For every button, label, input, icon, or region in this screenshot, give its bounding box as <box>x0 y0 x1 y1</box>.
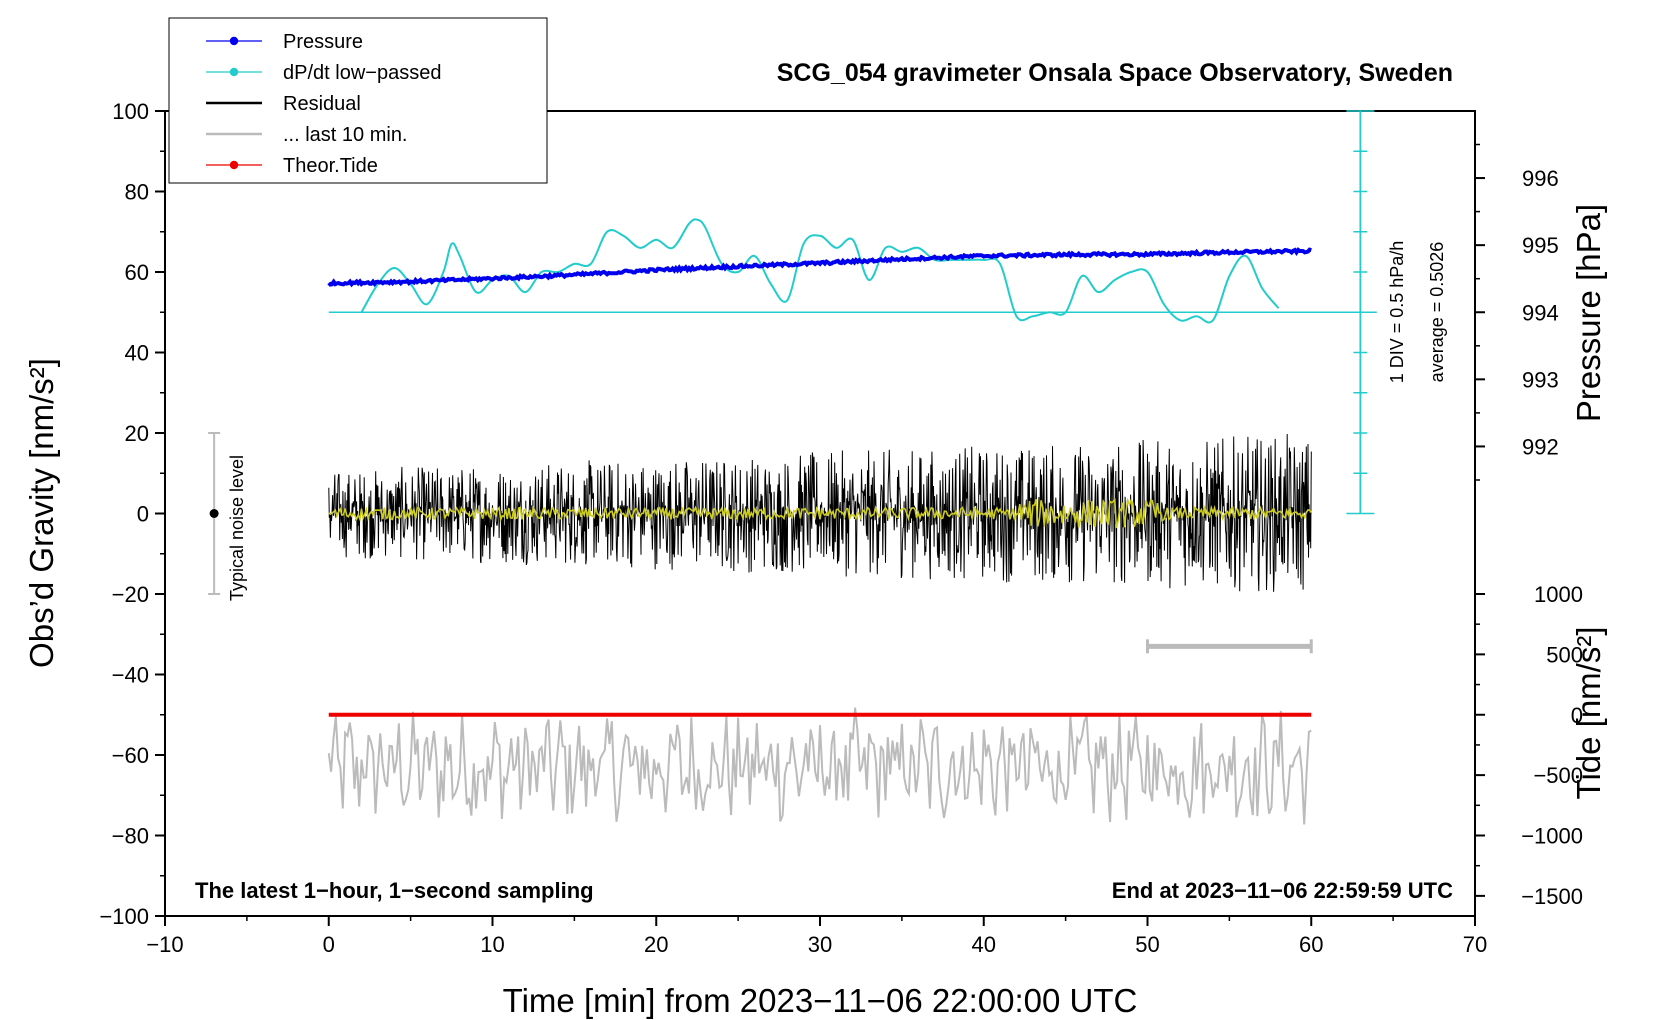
x-tick-label: 50 <box>1135 932 1159 957</box>
pressure-line <box>327 247 1312 288</box>
x-tick-label: −10 <box>146 932 183 957</box>
y-left-tick-label: 60 <box>125 260 149 285</box>
x-tick-label: 10 <box>480 932 504 957</box>
x-tick-label: 70 <box>1463 932 1487 957</box>
x-tick-label: 0 <box>323 932 335 957</box>
footer-right-label: End at 2023−11−06 22:59:59 UTC <box>1112 878 1453 903</box>
residual-lowpass-line <box>328 497 1312 529</box>
noise-level-bar <box>208 432 221 595</box>
pressure-axis-ticks: 992 993 994 995 996 <box>1475 143 1559 481</box>
legend-marker <box>229 36 239 46</box>
tide-axis-ticks: −1500 −1000 −500 0 500 1000 <box>1475 582 1583 909</box>
y-left-tick-label: −60 <box>112 743 149 768</box>
legend-label: Theor.Tide <box>283 155 378 177</box>
y-left-tick-label: −20 <box>112 582 149 607</box>
residual-line <box>328 433 1312 592</box>
pressure-tick-label: 995 <box>1522 233 1559 258</box>
x-tick-label: 60 <box>1299 932 1323 957</box>
tide-tick-label: 0 <box>1571 703 1583 728</box>
legend-marker <box>229 160 239 170</box>
tide-tick-label: 1000 <box>1534 582 1583 607</box>
chart-title: SCG_054 gravimeter Onsala Space Observat… <box>777 59 1453 87</box>
pressure-tick-label: 993 <box>1522 367 1559 392</box>
x-tick-label: 20 <box>644 932 668 957</box>
y-left-tick-label: −100 <box>99 904 149 929</box>
x-axis-ticks: −10 0 10 20 30 40 50 60 70 <box>146 916 1487 957</box>
y-left-axis-ticks: −100 −80 −60 −40 −20 0 20 40 60 80 100 <box>99 99 165 929</box>
y-left-tick-label: 0 <box>137 502 149 527</box>
legend-box <box>168 17 548 184</box>
dpdt-line <box>360 218 1280 324</box>
legend-label: Pressure <box>283 31 363 53</box>
y-left-tick-label: 20 <box>125 421 149 446</box>
ten-minute-scale-bar <box>1146 639 1313 654</box>
x-axis-title: Time [min] from 2023−11−06 22:00:00 UTC <box>503 982 1138 1019</box>
y-left-tick-label: 100 <box>112 99 149 124</box>
y-left-tick-label: −40 <box>112 663 149 688</box>
pressure-tick-label: 996 <box>1522 166 1559 191</box>
noise-level-label: Typical noise level <box>227 455 247 601</box>
y-left-tick-label: 80 <box>125 180 149 205</box>
tide-tick-label: −500 <box>1533 763 1583 788</box>
y-left-tick-label: 40 <box>125 341 149 366</box>
legend: Pressure dP/dt low−passed Residual ... last… <box>168 17 548 184</box>
legend-label: ... last 10 min. <box>283 124 408 146</box>
dpdt-scale-axis <box>1346 110 1375 515</box>
tide-tick-label: 500 <box>1546 642 1583 667</box>
pressure-axis-title: Pressure [hPa] <box>1570 204 1607 422</box>
x-tick-label: 40 <box>972 932 996 957</box>
pressure-tick-label: 992 <box>1522 434 1559 459</box>
legend-label: dP/dt low−passed <box>283 62 441 84</box>
series-layer <box>327 218 1377 825</box>
y-left-axis-title: Obs’d Gravity [nm/s²] <box>23 358 60 668</box>
tide-tick-label: −1000 <box>1521 824 1583 849</box>
footer-left-label: The latest 1−hour, 1−second sampling <box>195 878 594 903</box>
noise-bar-center-dot <box>209 509 219 518</box>
average-label: average = 0.5026 <box>1427 242 1447 383</box>
legend-label: Residual <box>283 93 361 115</box>
y-left-tick-label: −80 <box>112 824 149 849</box>
tide-axis-title: Tide [nm/s²] <box>1570 627 1607 800</box>
last-10-min-line <box>327 707 1312 825</box>
x-tick-label: 30 <box>808 932 832 957</box>
pressure-tick-label: 994 <box>1522 300 1559 325</box>
tide-tick-label: −1500 <box>1521 884 1583 909</box>
legend-marker <box>229 67 239 77</box>
div-label: 1 DIV = 0.5 hPa/h <box>1387 241 1407 384</box>
